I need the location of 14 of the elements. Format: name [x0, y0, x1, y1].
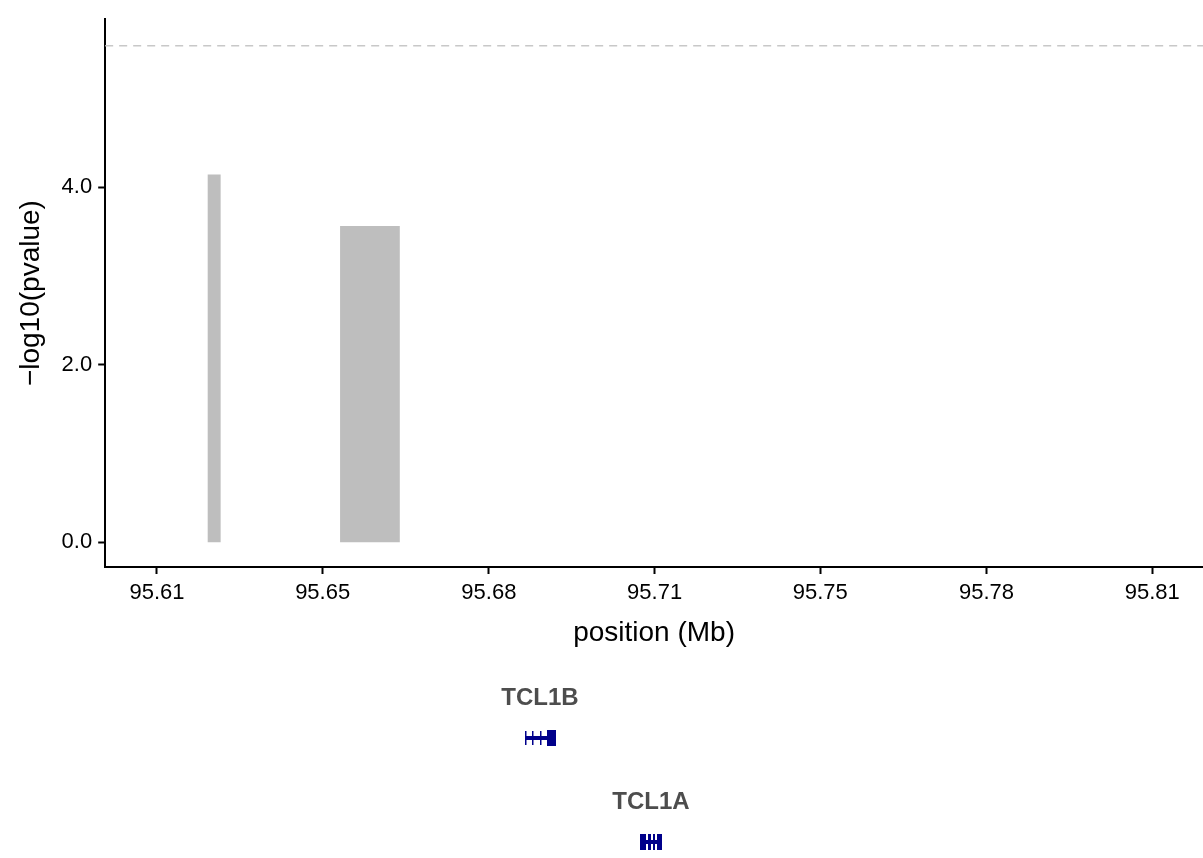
x-tick-label: 95.61: [129, 579, 185, 605]
x-tick-label: 95.65: [295, 579, 351, 605]
x-tick-label: 95.75: [792, 579, 848, 605]
x-tick-label: 95.71: [627, 579, 683, 605]
y-tick-label: 4.0: [61, 173, 93, 199]
x-tick-label: 95.81: [1124, 579, 1180, 605]
x-axis-title: position (Mb): [573, 615, 736, 647]
x-tick-label: 95.68: [461, 579, 517, 605]
y-axis-title: −log10(pvalue): [13, 200, 45, 387]
y-tick-label: 2.0: [61, 350, 93, 376]
text: TCL1A: [612, 786, 690, 814]
text: TCL1B: [501, 682, 579, 710]
x-tick-label: 95.78: [958, 579, 1015, 605]
y-tick-label: 0.0: [61, 528, 93, 554]
